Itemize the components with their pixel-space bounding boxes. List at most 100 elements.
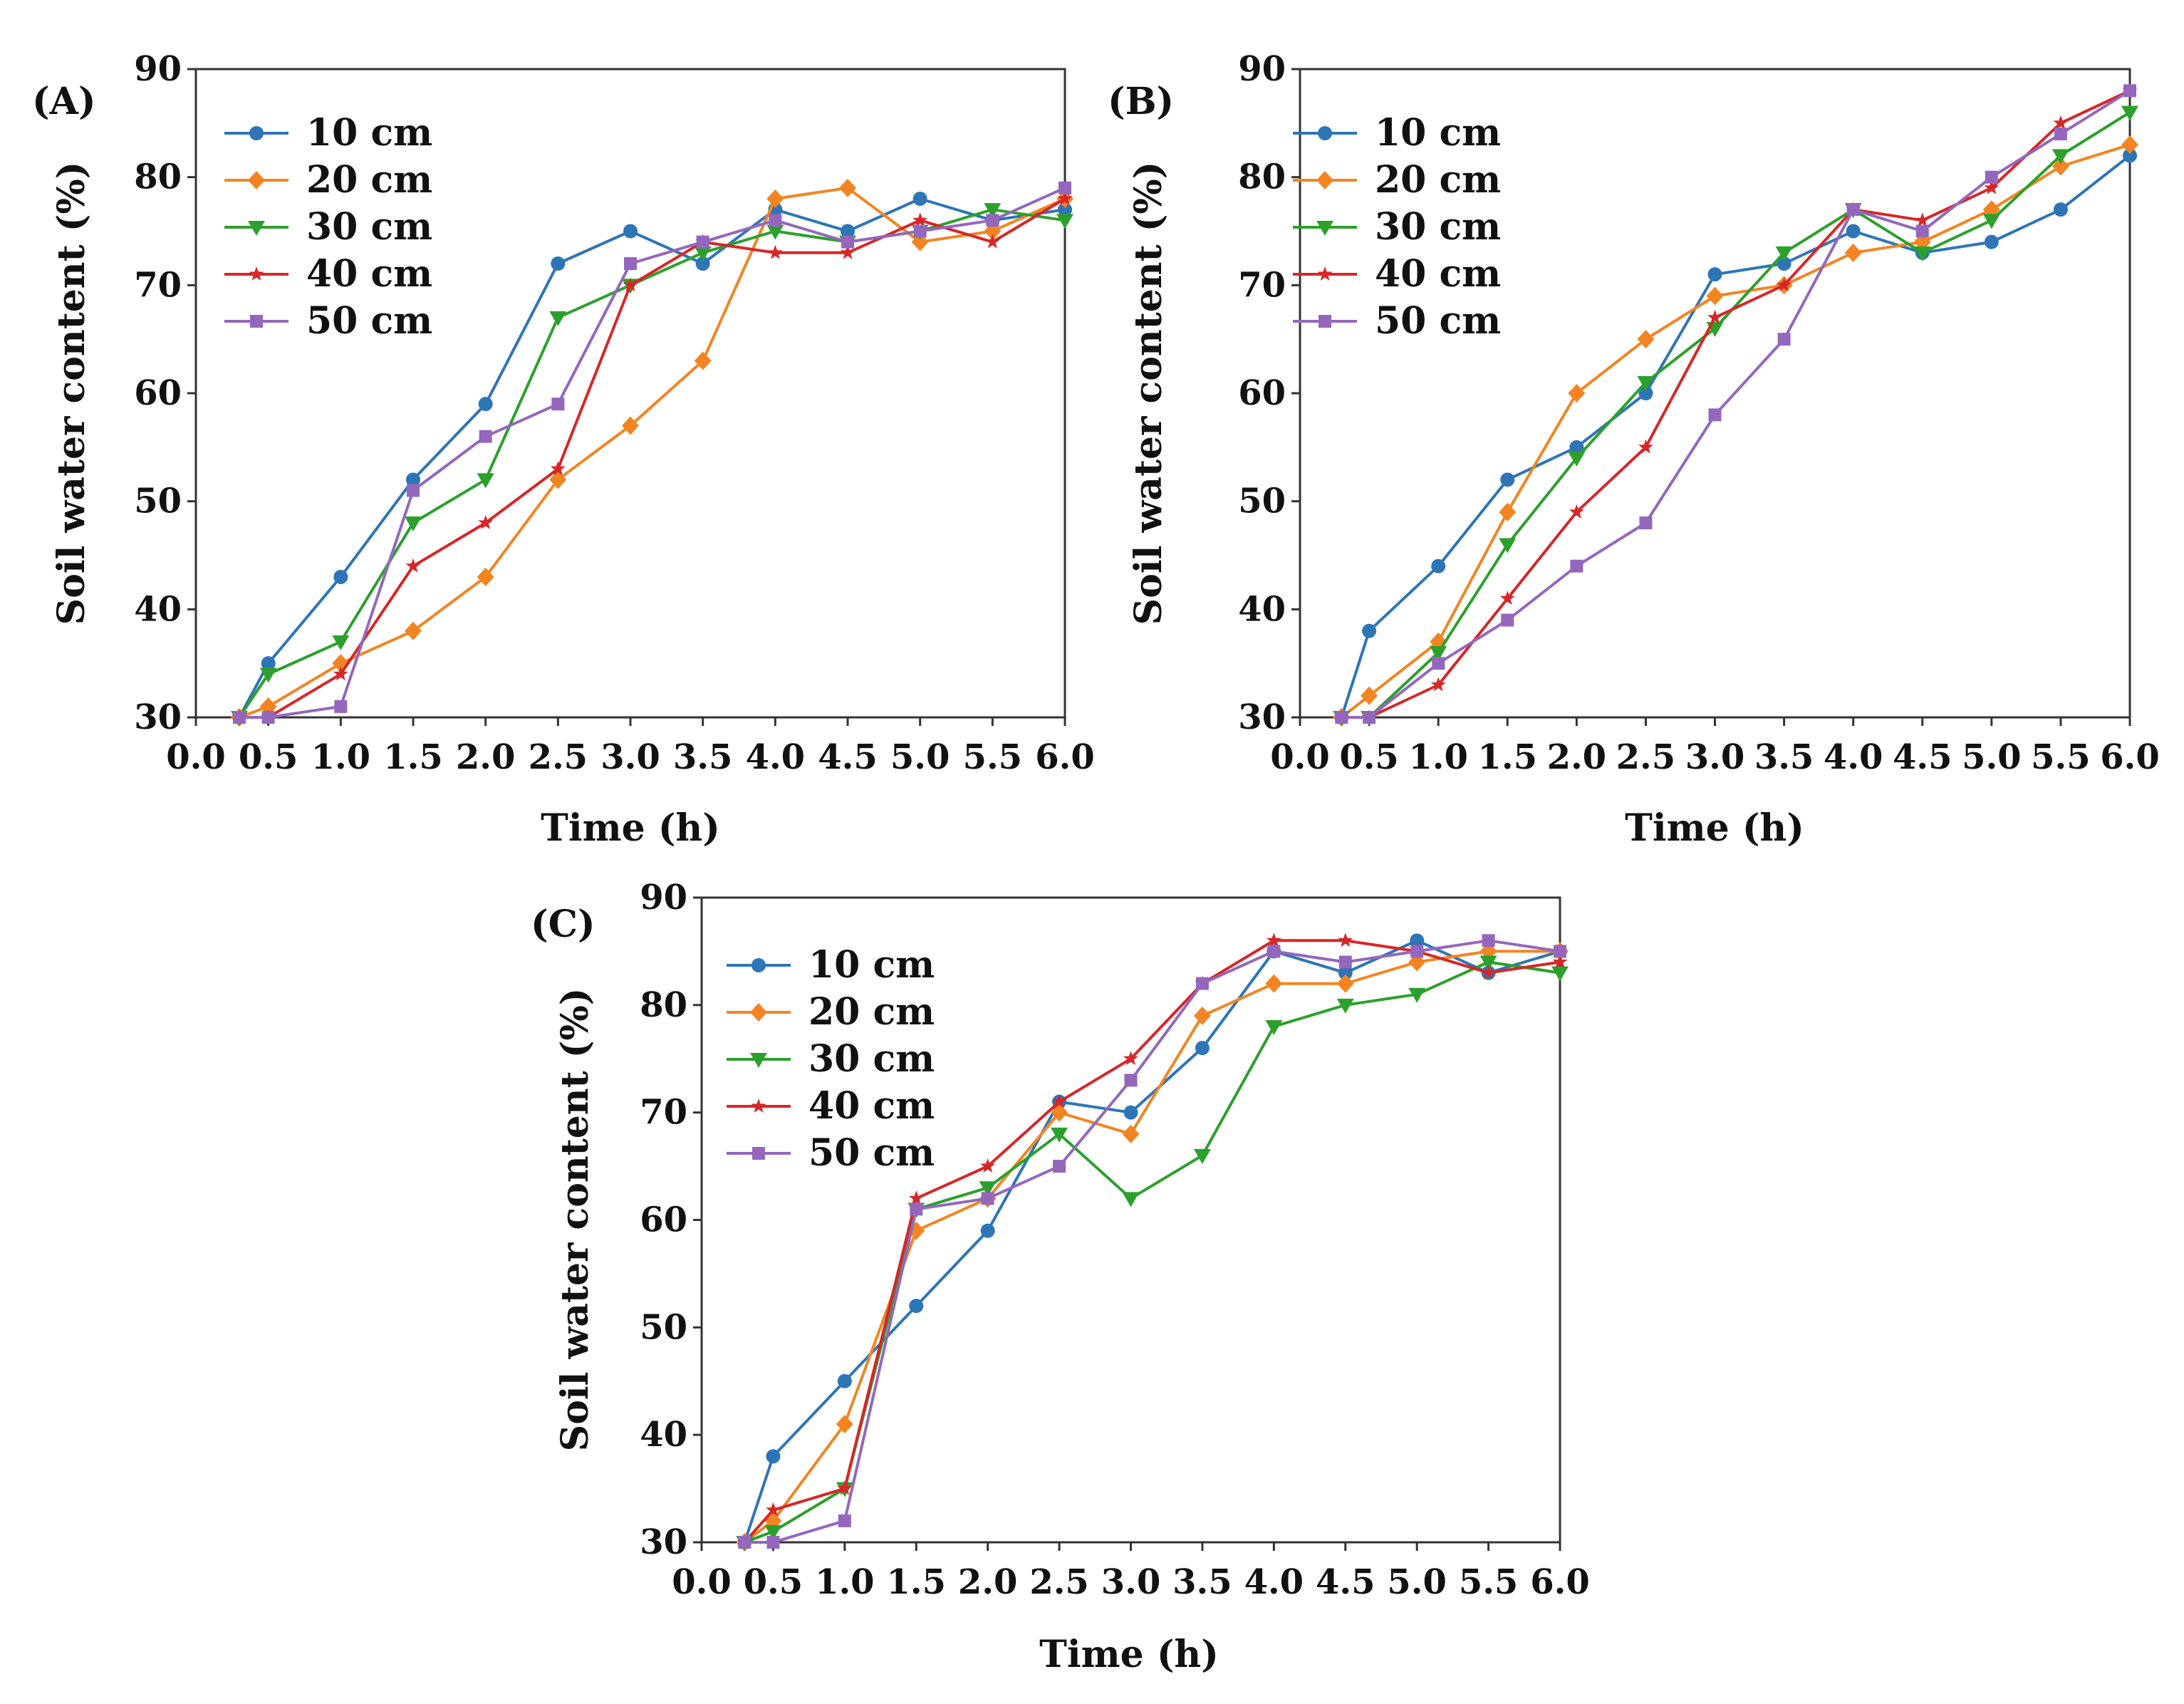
data-point-50cm (1363, 711, 1376, 724)
data-point-40cm (1266, 932, 1281, 947)
data-point-40cm (478, 515, 494, 529)
data-point-30cm (2121, 105, 2138, 121)
data-point-40cm (1430, 677, 1446, 692)
y-tick-label: 90 (134, 49, 182, 89)
y-tick-label: 50 (134, 482, 182, 521)
data-point-50cm (1059, 181, 1071, 194)
data-point-50cm (1410, 945, 1424, 958)
data-point-10cm (1569, 440, 1584, 454)
legend-label-50cm: 50 cm (306, 299, 432, 343)
data-point-50cm (696, 235, 709, 249)
data-point-30cm (405, 516, 422, 531)
data-point-10cm (1058, 202, 1072, 217)
data-point-50cm (769, 214, 782, 227)
x-tick-label: 2.0 (1547, 737, 1607, 777)
x-tick-label: 6.0 (1530, 1562, 1590, 1602)
data-point-10cm (1410, 933, 1425, 948)
legend-marker-40cm (1317, 266, 1333, 281)
data-point-10cm (2123, 148, 2137, 163)
x-tick-label: 4.5 (1893, 737, 1952, 777)
data-point-30cm (1051, 1127, 1068, 1143)
data-point-10cm (551, 256, 566, 271)
data-point-50cm (2054, 128, 2067, 140)
data-point-20cm (1193, 1006, 1211, 1025)
x-tick-label: 2.5 (1029, 1562, 1089, 1602)
data-point-20cm (1706, 286, 1724, 306)
data-point-30cm (1056, 214, 1073, 229)
data-point-10cm (1431, 559, 1446, 573)
x-tick-label: 3.0 (600, 737, 660, 777)
data-point-20cm (1499, 502, 1517, 521)
data-point-30cm (1336, 998, 1354, 1014)
data-point-10cm (333, 569, 348, 584)
y-tick-label: 80 (640, 985, 687, 1025)
x-tick-label: 2.0 (456, 737, 516, 777)
y-tick-label: 80 (134, 157, 182, 197)
data-point-10cm (261, 656, 276, 671)
data-point-30cm (477, 473, 494, 489)
y-tick-label: 50 (1238, 482, 1286, 521)
legend-marker-10cm (249, 126, 264, 140)
panel-a: (A) Soil water content (%) Time (h) 30 40… (32, 49, 1095, 850)
legend-label-10cm: 10 cm (306, 111, 432, 155)
data-point-50cm (1482, 934, 1495, 947)
x-tick-label: 4.5 (818, 737, 878, 777)
x-tick-label: 1.0 (815, 1562, 875, 1602)
y-tick-label: 30 (134, 697, 182, 737)
legend-marker-30cm (248, 221, 265, 236)
data-point-10cm (1638, 386, 1653, 400)
data-point-10cm (980, 1223, 995, 1238)
x-tick-label: 1.0 (311, 737, 371, 777)
data-point-40cm (550, 461, 566, 476)
x-tick-label: 5.0 (1387, 1562, 1447, 1602)
x-tick-label: 0.0 (1270, 737, 1330, 777)
x-axis-title: Time (h) (1625, 806, 1804, 850)
data-point-30cm (1913, 246, 1931, 261)
panel-label: (B) (1108, 80, 1174, 123)
x-tick-label: 2.5 (1616, 737, 1676, 777)
data-point-10cm (1338, 965, 1353, 980)
legend-label-20cm: 20 cm (1375, 158, 1501, 202)
data-point-30cm (1408, 987, 1426, 1003)
legend-marker-20cm (750, 1003, 767, 1022)
data-point-50cm (1570, 559, 1584, 573)
data-point-40cm (333, 666, 348, 681)
data-point-40cm (2053, 115, 2069, 130)
data-point-50cm (1335, 711, 1348, 724)
data-point-30cm (332, 635, 350, 650)
data-point-10cm (1500, 472, 1515, 487)
data-point-50cm (1985, 170, 1998, 184)
data-point-50cm (1554, 945, 1566, 958)
data-point-10cm (1362, 623, 1377, 638)
data-point-40cm (1777, 277, 1792, 292)
data-point-50cm (1846, 203, 1860, 217)
data-point-20cm (2052, 157, 2069, 176)
data-point-50cm (261, 711, 275, 724)
data-point-20cm (2121, 135, 2138, 155)
data-point-50cm (1195, 977, 1209, 990)
data-point-40cm (1123, 1051, 1138, 1066)
y-tick-label: 70 (640, 1093, 687, 1133)
data-point-10cm (1846, 224, 1861, 239)
y-tick-label: 80 (1238, 157, 1286, 197)
data-point-30cm (549, 311, 567, 326)
data-point-50cm (233, 711, 246, 724)
data-point-30cm (1193, 1149, 1211, 1164)
panel-label: (C) (531, 903, 596, 946)
data-point-40cm (405, 558, 421, 573)
legend-label-40cm: 40 cm (306, 252, 432, 296)
x-tick-label: 5.0 (1962, 737, 2022, 777)
data-point-30cm (2052, 149, 2069, 165)
x-tick-label: 5.5 (1459, 1562, 1519, 1602)
legend-marker-50cm (1319, 315, 1331, 328)
x-tick-label: 6.0 (1035, 737, 1095, 777)
data-point-20cm (1361, 686, 1378, 705)
data-point-20cm (836, 1415, 853, 1434)
x-tick-label: 1.0 (1408, 737, 1468, 777)
data-point-30cm (766, 224, 784, 240)
data-point-50cm (838, 1514, 851, 1527)
data-point-50cm (407, 484, 420, 497)
data-point-20cm (477, 567, 494, 586)
data-point-10cm (909, 1299, 924, 1314)
x-tick-label: 4.5 (1316, 1562, 1376, 1602)
